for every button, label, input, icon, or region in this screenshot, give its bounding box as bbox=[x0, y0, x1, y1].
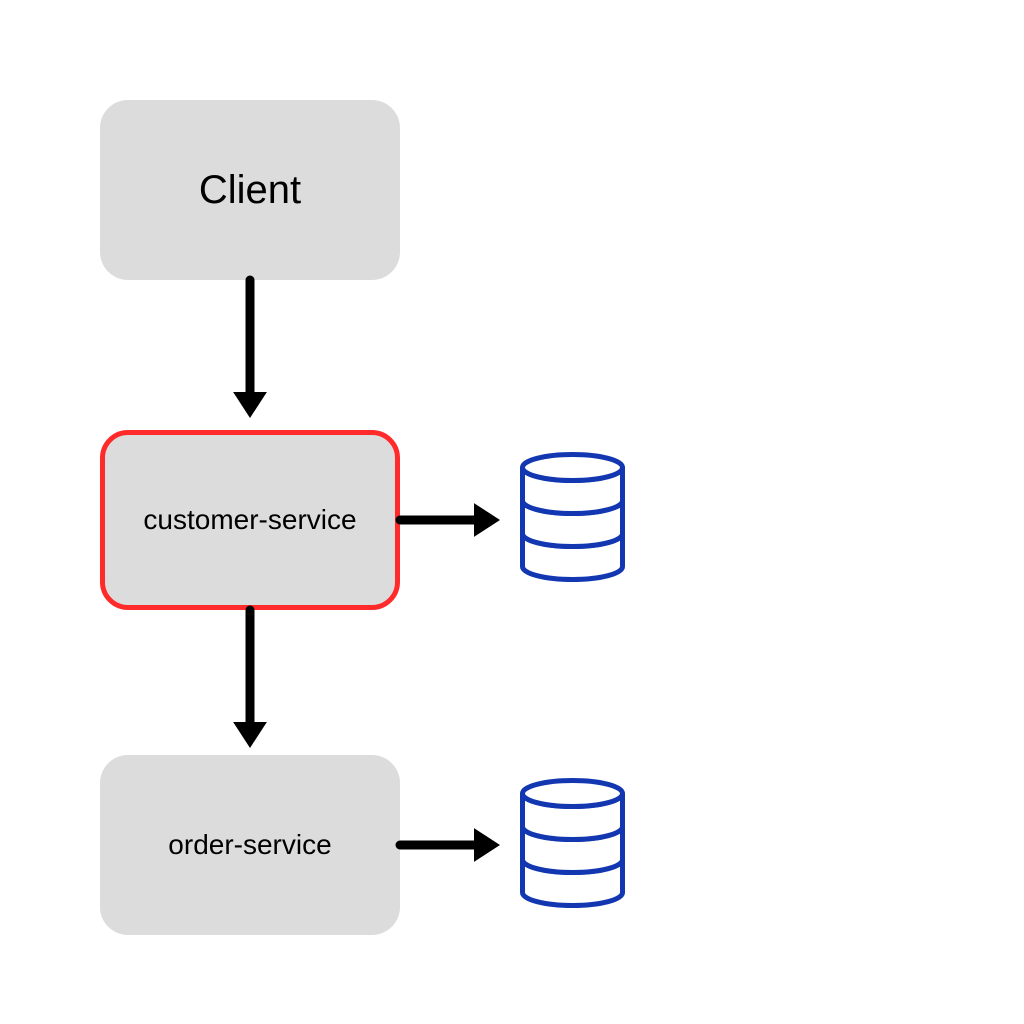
database-icon bbox=[520, 778, 625, 908]
arrow-order-to-db bbox=[370, 815, 530, 875]
node-client-label: Client bbox=[199, 168, 301, 213]
diagram-canvas: Client customer-service order-service bbox=[0, 0, 1024, 1024]
node-order-service: order-service bbox=[100, 755, 400, 935]
database-icon bbox=[520, 452, 625, 582]
arrow-customer-to-db bbox=[370, 490, 530, 550]
arrow-customer-to-order bbox=[220, 580, 280, 778]
node-customer-service-label: customer-service bbox=[143, 504, 356, 536]
arrow-client-to-customer bbox=[220, 250, 280, 448]
node-order-service-label: order-service bbox=[168, 829, 331, 861]
